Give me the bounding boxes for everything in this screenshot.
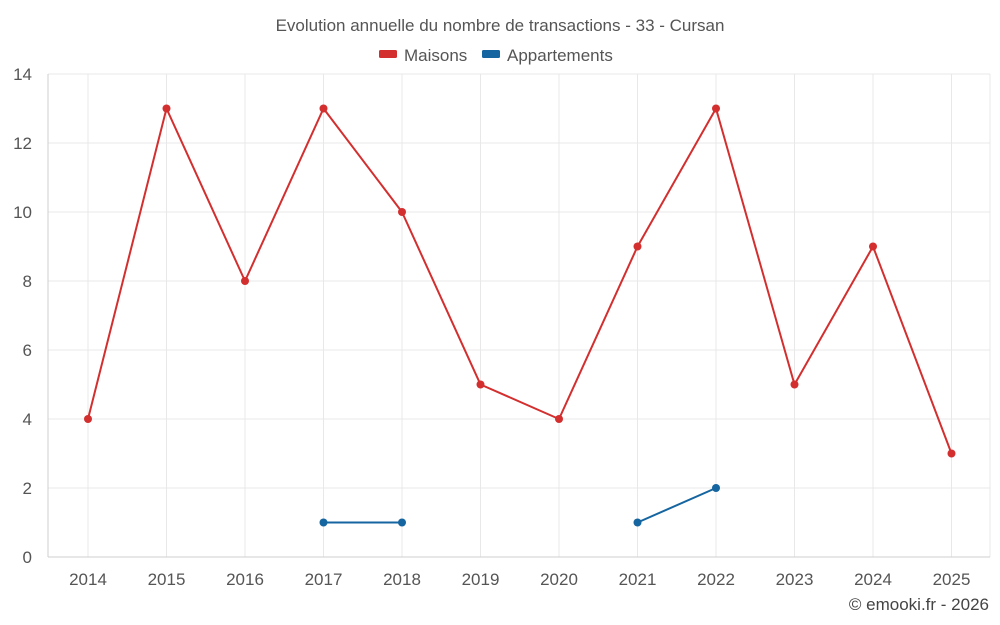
data-point-maisons-2020[interactable] bbox=[555, 415, 563, 423]
x-tick-label: 2021 bbox=[619, 570, 657, 589]
x-tick-label: 2015 bbox=[148, 570, 186, 589]
y-tick-label: 8 bbox=[23, 272, 32, 291]
data-point-maisons-2023[interactable] bbox=[790, 380, 799, 389]
legend-label-appartements[interactable]: Appartements bbox=[507, 46, 613, 65]
legend-swatch-maisons bbox=[379, 50, 397, 58]
axes: 0 2 4 6 8 10 12 14 2014 2015 2016 2017 2018 2019 2020 2… bbox=[13, 65, 990, 589]
x-tick-label: 2023 bbox=[776, 570, 814, 589]
data-point-maisons-2021[interactable] bbox=[633, 242, 642, 251]
legend-swatch-appartements bbox=[482, 50, 500, 58]
legend: Maisons Appartements bbox=[379, 46, 613, 65]
y-tick-label: 14 bbox=[13, 65, 32, 84]
y-tick-label: 0 bbox=[23, 548, 32, 567]
data-point-maisons-2019[interactable] bbox=[476, 380, 485, 389]
y-tick-label: 10 bbox=[13, 203, 32, 222]
data-point-appartements-2022[interactable] bbox=[712, 484, 720, 492]
series-appartements bbox=[319, 484, 720, 527]
x-tick-label: 2016 bbox=[226, 570, 264, 589]
y-tick-label: 2 bbox=[23, 479, 32, 498]
data-point-maisons-2017[interactable] bbox=[319, 104, 328, 113]
legend-label-maisons[interactable]: Maisons bbox=[404, 46, 467, 65]
x-tick-label: 2014 bbox=[69, 570, 107, 589]
data-point-appartements-2018[interactable] bbox=[398, 518, 406, 527]
y-tick-label: 12 bbox=[13, 134, 32, 153]
y-tick-label: 4 bbox=[23, 410, 32, 429]
data-point-maisons-2016[interactable] bbox=[241, 277, 249, 285]
chart-title: Evolution annuelle du nombre de transact… bbox=[276, 16, 725, 35]
grid bbox=[48, 73, 991, 557]
x-tick-label: 2025 bbox=[933, 570, 971, 589]
data-point-maisons-2024[interactable] bbox=[869, 242, 877, 251]
data-point-appartements-2017[interactable] bbox=[319, 518, 328, 527]
data-point-maisons-2018[interactable] bbox=[398, 208, 406, 216]
data-point-maisons-2022[interactable] bbox=[712, 104, 720, 113]
data-point-maisons-2014[interactable] bbox=[84, 415, 92, 423]
x-tick-label: 2019 bbox=[462, 570, 500, 589]
y-tick-label: 6 bbox=[23, 341, 32, 360]
series bbox=[84, 104, 956, 527]
x-tick-label: 2024 bbox=[854, 570, 892, 589]
series-maisons bbox=[84, 104, 956, 458]
x-tick-label: 2022 bbox=[697, 570, 735, 589]
x-tick-label: 2018 bbox=[383, 570, 421, 589]
x-tick-label: 2020 bbox=[540, 570, 578, 589]
series-line-appartements bbox=[637, 487, 717, 524]
credit: © emooki.fr - 2026 bbox=[849, 595, 989, 614]
x-tick-label: 2017 bbox=[305, 570, 343, 589]
series-line-maisons bbox=[87, 107, 953, 454]
data-point-maisons-2015[interactable] bbox=[162, 104, 171, 113]
data-point-appartements-2021[interactable] bbox=[633, 518, 642, 527]
data-point-maisons-2025[interactable] bbox=[947, 449, 956, 458]
